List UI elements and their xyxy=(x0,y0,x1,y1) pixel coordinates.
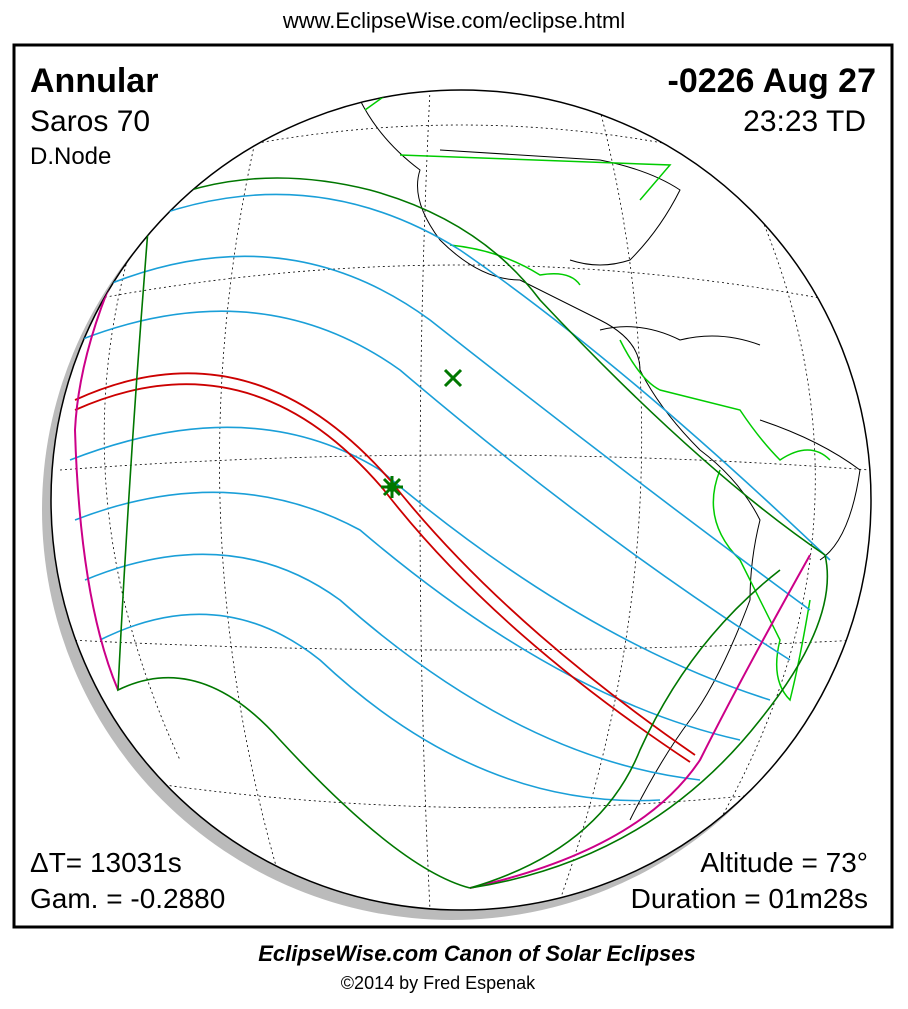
footer-title: EclipseWise.com Canon of Solar Eclipses xyxy=(258,941,696,966)
gamma: Gam. = -0.2880 xyxy=(30,883,225,914)
saros: Saros 70 xyxy=(30,105,150,138)
header-url: www.EclipseWise.com/eclipse.html xyxy=(282,8,625,33)
globe xyxy=(42,89,872,920)
eclipse-type: Annular xyxy=(30,62,158,100)
altitude: Altitude = 73° xyxy=(700,847,868,878)
footer-credit: ©2014 by Fred Espenak xyxy=(341,973,536,993)
duration: Duration = 01m28s xyxy=(631,883,868,914)
node: D.Node xyxy=(30,143,111,170)
date: -0226 Aug 27 xyxy=(668,62,877,100)
time: 23:23 TD xyxy=(743,105,866,138)
delta-t: ΔT= 13031s xyxy=(30,847,182,878)
